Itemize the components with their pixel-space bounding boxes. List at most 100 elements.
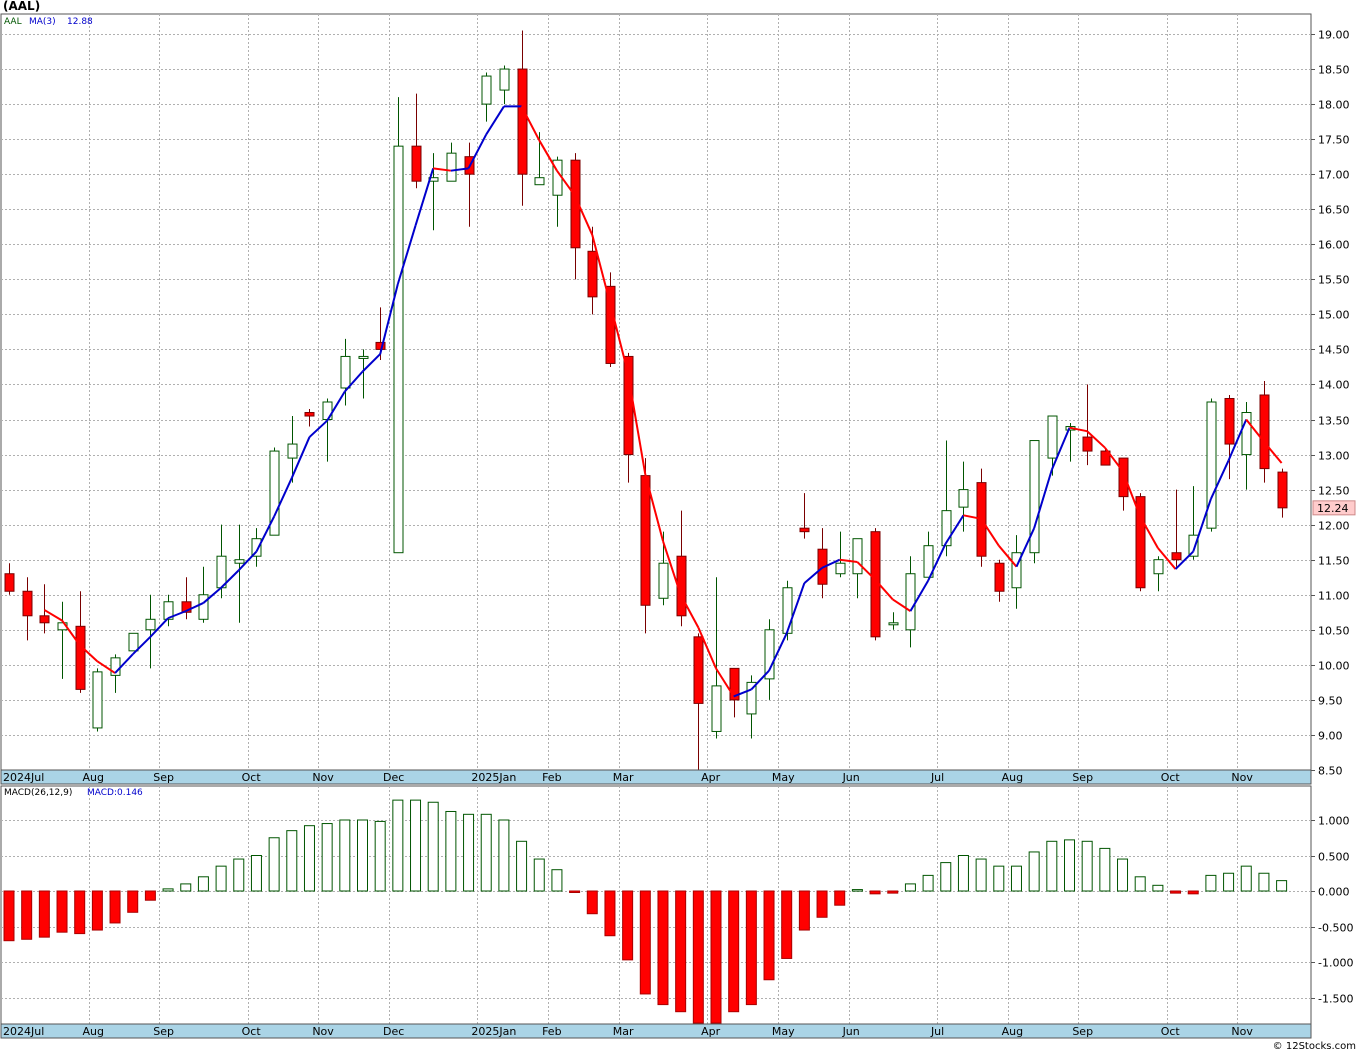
price-tick-label: 15.50 (1318, 274, 1350, 287)
candle-down (994, 562, 1005, 592)
macd-bar-negative (869, 890, 881, 895)
macd-month-label: Aug (1002, 1025, 1023, 1038)
macd-bar-negative (21, 890, 33, 940)
ma3-line-segment (608, 302, 629, 372)
ma3-line-segment (450, 167, 469, 172)
candle-up (358, 355, 369, 359)
ma3-line-segment (520, 105, 541, 141)
price-tick-label: 18.00 (1318, 99, 1350, 112)
candle-down (1118, 457, 1129, 498)
candle-down (570, 159, 581, 249)
macd-bar-positive (215, 865, 227, 892)
price-month-label: Aug (1002, 771, 1023, 784)
candle-down (411, 145, 422, 182)
price-month-label: 2025Jan (471, 771, 516, 784)
macd-bar-positive (975, 858, 987, 892)
macd-bar-positive (904, 883, 916, 892)
macd-bar-negative (109, 890, 121, 924)
price-tick-label: 14.00 (1318, 379, 1350, 392)
macd-bar-negative (622, 890, 634, 961)
price-month-label: Feb (542, 771, 561, 784)
legend-ma-value: 12.88 (67, 17, 93, 27)
candle-up (499, 68, 510, 91)
candle-up (128, 632, 139, 652)
candle-up (905, 573, 916, 631)
candle-up (393, 145, 404, 554)
ma3-line-segment (1263, 441, 1283, 464)
ma3-line-segment (644, 474, 664, 542)
macd-bar-negative (604, 890, 616, 937)
candle-down (729, 667, 740, 701)
ma3-line-segment (220, 569, 240, 589)
macd-bar-positive (551, 869, 563, 892)
candle-down (1277, 471, 1288, 509)
price-tick-label: 11.50 (1318, 555, 1350, 568)
price-tick-label: 10.00 (1318, 660, 1350, 673)
macd-bar-positive (162, 888, 174, 892)
macd-month-label: Jul (930, 1025, 944, 1038)
macd-bar-negative (569, 890, 581, 893)
watermark: © 12Stocks.com (1272, 1041, 1356, 1052)
candle-up (163, 601, 174, 620)
macd-bar-positive (1117, 858, 1129, 892)
price-tick-label: 10.50 (1318, 625, 1350, 638)
price-date-band (0, 769, 1312, 785)
ma3-line-segment (980, 518, 1000, 547)
price-month-label: Jun (842, 771, 860, 784)
price-tick-label: 9.50 (1318, 695, 1343, 708)
macd-bar-positive (940, 862, 952, 892)
ma3-line-segment (43, 609, 63, 622)
price-month-label: 2024Jul (3, 771, 44, 784)
macd-bar-positive (321, 823, 333, 892)
price-month-label: May (772, 771, 795, 784)
ma3-line-segment (114, 653, 134, 674)
price-month-label: Dec (383, 771, 404, 784)
ma3-line-segment (1121, 470, 1142, 517)
macd-bar-positive (516, 840, 528, 892)
ma3-line-segment (892, 598, 911, 612)
macd-bar-positive (1046, 840, 1058, 892)
macd-tick-label: 0.000 (1318, 886, 1350, 899)
candle-up (1153, 559, 1164, 575)
ma3-line-segment (998, 545, 1018, 568)
candle-up (711, 685, 722, 732)
ma3-line-segment (1033, 469, 1053, 529)
ma3-line-segment (185, 602, 204, 613)
candle-up (764, 629, 775, 680)
macd-bar-negative (816, 890, 828, 918)
macd-bar-negative (781, 890, 793, 959)
ma3-line-segment (909, 580, 929, 612)
macd-bar-positive (197, 876, 209, 892)
ma3-line-segment (573, 194, 594, 236)
ma3-line-segment (839, 558, 858, 564)
ma3-line-segment (202, 586, 222, 604)
ma3-line-segment (273, 477, 293, 517)
ma3-line-segment (785, 582, 806, 634)
candle-down (587, 250, 598, 298)
candle-up (1047, 415, 1058, 459)
candle-up (1206, 401, 1217, 529)
candle-up (888, 622, 899, 626)
macd-month-label: Sep (1072, 1025, 1093, 1038)
ma3-line-segment (556, 170, 576, 196)
ma3-line-segment (96, 660, 116, 674)
candle-down (22, 590, 33, 617)
candle-up (658, 562, 669, 599)
macd-bar-positive (851, 889, 863, 892)
candle-up (92, 671, 103, 729)
candle-up (481, 75, 492, 105)
macd-tick-label: -1.000 (1318, 957, 1353, 970)
ma3-line-segment (79, 644, 99, 663)
ma3-line-segment (679, 594, 700, 628)
candle-down (640, 475, 651, 606)
ma3-line-segment (238, 550, 258, 571)
macd-bar-negative (127, 890, 139, 913)
macd-month-label: Apr (701, 1025, 721, 1038)
macd-month-label: Oct (242, 1025, 262, 1038)
macd-bar-positive (922, 874, 934, 892)
candle-down (799, 527, 810, 533)
macd-month-label: May (772, 1025, 795, 1038)
candle-down (1259, 394, 1270, 470)
macd-tick-label: 1.000 (1318, 815, 1350, 828)
candle-up (269, 450, 280, 536)
